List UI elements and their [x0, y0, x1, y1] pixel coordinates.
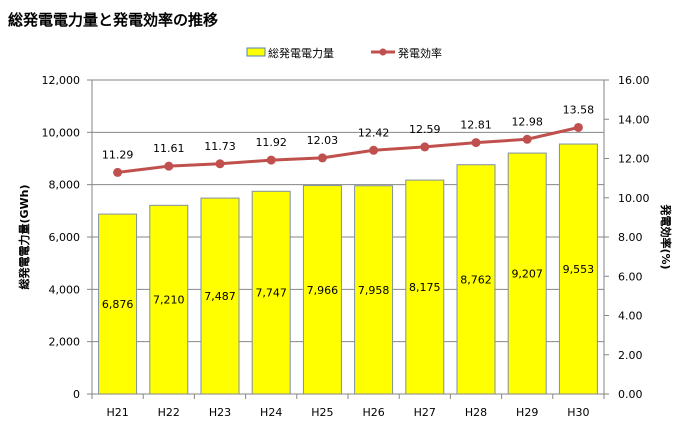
bar [200, 197, 240, 395]
y-tick-label: 10,000 [42, 126, 81, 139]
legend-bar-label: 総発電電力量 [268, 46, 334, 60]
y2-tick-label: 12.00 [618, 153, 650, 166]
line-data-label: 11.29 [102, 148, 134, 161]
y-tick-label: 0 [73, 388, 80, 401]
x-tick-label: H29 [516, 406, 538, 419]
legend-bar-swatch [246, 47, 266, 57]
y-tick-label: 6,000 [49, 231, 81, 244]
legend-line-marker [379, 48, 387, 56]
bar [251, 190, 291, 395]
bar [302, 185, 342, 395]
bar-data-label: 7,747 [255, 287, 287, 300]
bar-data-label: 6,876 [102, 298, 134, 311]
y2-tick-label: 4.00 [618, 310, 643, 323]
x-tick-label: H25 [311, 406, 333, 419]
bar-data-label: 7,958 [358, 284, 390, 297]
y-axis-label: 総発電電力量(GWh) [17, 184, 31, 289]
chart-title: 総発電電力量と発電効率の推移 [8, 11, 218, 29]
line-marker [164, 161, 174, 171]
line-marker [522, 134, 532, 144]
y2-tick-label: 0.00 [618, 388, 643, 401]
bar-data-label: 9,553 [563, 263, 595, 276]
y2-tick-label: 14.00 [618, 113, 650, 126]
line-data-label: 13.58 [563, 103, 595, 116]
line-marker [369, 145, 379, 155]
x-tick-label: H30 [567, 406, 589, 419]
bar-data-label: 7,966 [307, 284, 339, 297]
x-tick-label: H28 [465, 406, 487, 419]
line-data-label: 11.61 [153, 142, 185, 155]
x-tick-label: H27 [414, 406, 436, 419]
bar [456, 164, 496, 395]
line-marker [266, 155, 276, 165]
y2-tick-label: 2.00 [618, 349, 643, 362]
line-data-label: 12.03 [307, 134, 339, 147]
bar-data-label: 7,210 [153, 294, 185, 307]
y-tick-label: 8,000 [49, 179, 81, 192]
line-marker [113, 167, 123, 177]
line-marker [573, 122, 583, 132]
line-data-label: 12.98 [511, 115, 543, 128]
bar [149, 204, 189, 395]
x-tick-label: H21 [106, 406, 128, 419]
line-marker [420, 142, 430, 152]
bar [405, 179, 445, 395]
line-data-label: 12.42 [358, 126, 390, 139]
line-marker [471, 138, 481, 148]
bar [558, 143, 598, 395]
y2-axis-label: 発電効率(%) [659, 203, 673, 269]
efficiency-line [117, 126, 579, 174]
y-tick-label: 12,000 [42, 74, 81, 87]
bar [354, 185, 394, 395]
y2-tick-label: 16.00 [618, 74, 650, 87]
y2-tick-label: 10.00 [618, 192, 650, 205]
line-data-label: 11.92 [255, 136, 287, 149]
bar-data-label: 8,762 [460, 273, 492, 286]
y2-tick-label: 8.00 [618, 231, 643, 244]
line-data-label: 12.59 [409, 123, 441, 136]
bar-data-label: 7,487 [204, 290, 236, 303]
line-data-label: 12.81 [460, 119, 492, 132]
x-tick-label: H22 [158, 406, 180, 419]
line-marker [215, 159, 225, 169]
line-data-label: 11.73 [204, 140, 236, 153]
bar-data-label: 8,175 [409, 281, 441, 294]
y2-tick-label: 6.00 [618, 270, 643, 283]
y-tick-label: 2,000 [49, 336, 81, 349]
legend: 総発電電力量 発電効率 [246, 46, 442, 60]
x-tick-label: H26 [362, 406, 384, 419]
y-tick-label: 4,000 [49, 283, 81, 296]
x-tick-label: H24 [260, 406, 282, 419]
line-marker [317, 153, 327, 163]
legend-line-label: 発電効率 [398, 46, 442, 60]
bar-data-label: 9,207 [511, 268, 543, 281]
x-tick-label: H23 [209, 406, 231, 419]
